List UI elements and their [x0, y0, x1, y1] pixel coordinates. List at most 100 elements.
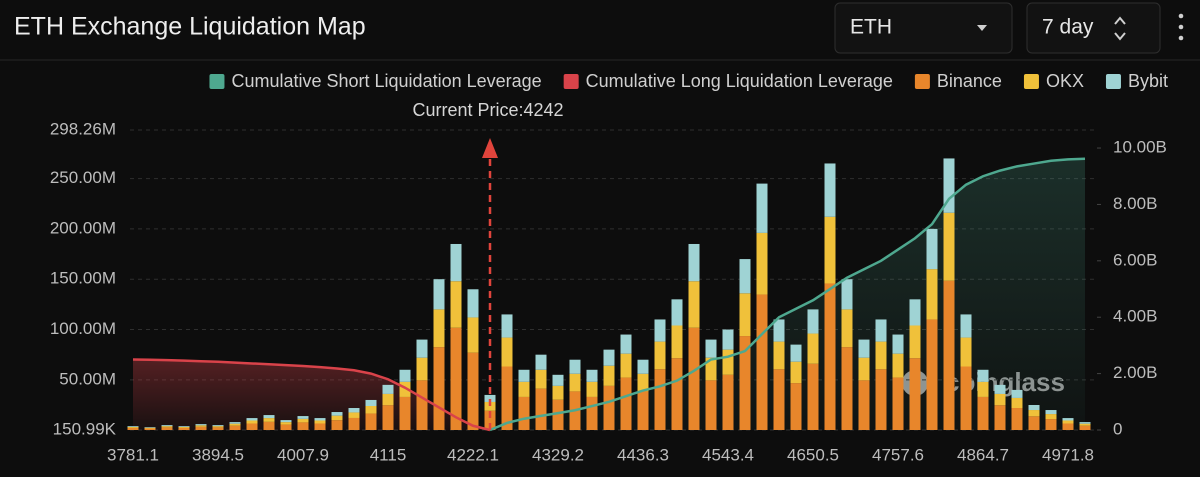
bar-segment: [348, 412, 360, 418]
bar-segment: [807, 333, 819, 364]
stepper-icon: [1114, 16, 1126, 41]
bar-segment: [518, 381, 530, 397]
bar-segment: [382, 405, 394, 430]
bar-segment: [960, 366, 972, 430]
bar-segment: [705, 380, 717, 430]
legend-swatch: [914, 74, 930, 89]
range-value: 7 day: [1042, 16, 1094, 39]
bar-segment: [416, 339, 428, 358]
bar-segment: [790, 383, 802, 430]
bar-segment: [127, 426, 139, 427]
bar-segment: [688, 327, 700, 430]
bar-segment: [348, 408, 360, 413]
bar-segment: [654, 341, 666, 370]
y2-tick-label: 4.00B: [1113, 307, 1157, 326]
bar-segment: [450, 243, 462, 282]
x-tick-label: 4971.8: [1042, 445, 1094, 464]
bar-segment: [722, 329, 734, 350]
bar-segment: [535, 354, 547, 370]
symbol-value: ETH: [850, 16, 892, 39]
bar-segment: [654, 319, 666, 342]
bar-segment: [161, 427, 173, 430]
legend-label: Binance: [937, 71, 1002, 91]
bar-segment: [331, 415, 343, 421]
bar-segment: [943, 158, 955, 213]
bar-segment: [1011, 389, 1023, 398]
y-tick-label: 100.00M: [50, 319, 116, 338]
bar-segment: [586, 369, 598, 382]
bar-segment: [433, 279, 445, 310]
bar-segment: [365, 405, 377, 414]
legend-swatch: [209, 74, 225, 89]
bar-segment: [688, 281, 700, 328]
bar-segment: [705, 357, 717, 381]
bar-segment: [1011, 397, 1023, 409]
x-tick-label: 4436.3: [617, 445, 669, 464]
x-tick-label: 4329.2: [532, 445, 584, 464]
more-menu[interactable]: [1178, 13, 1184, 41]
bar-segment: [314, 420, 326, 424]
bar-segment: [603, 385, 615, 430]
bar-segment: [518, 396, 530, 430]
bar-segment: [127, 426, 139, 428]
bar-segment: [535, 369, 547, 389]
bar-segment: [280, 422, 292, 425]
y-tick-label: 250.00M: [50, 168, 116, 187]
bar-segment: [722, 349, 734, 375]
bar-segment: [229, 423, 241, 426]
bar-segment: [450, 327, 462, 430]
bar-segment: [297, 416, 309, 419]
bar-segment: [552, 385, 564, 400]
y2-tick-label: 6.00B: [1113, 250, 1157, 269]
x-tick-label: 4007.9: [277, 445, 329, 464]
bar-segment: [994, 384, 1006, 394]
bar-segment: [297, 418, 309, 423]
bar-segment: [637, 373, 649, 392]
y2-tick-label: 0: [1113, 419, 1122, 438]
bar-segment: [314, 423, 326, 430]
bar-segment: [331, 420, 343, 430]
bar-segment: [654, 369, 666, 430]
bar-segment: [501, 314, 513, 338]
range-select[interactable]: [1026, 2, 1161, 54]
bar-segment: [858, 339, 870, 358]
current-price-arrow: [482, 138, 498, 158]
bar-segment: [144, 427, 156, 428]
bar-segment: [263, 415, 275, 419]
bar-segment: [467, 317, 479, 353]
bar-segment: [552, 399, 564, 430]
y-tick-label: 200.00M: [50, 218, 116, 237]
bar-segment: [416, 357, 428, 381]
bar-segment: [739, 259, 751, 294]
y-tick-label: 298.26M: [50, 119, 116, 138]
bar-segment: [501, 337, 513, 367]
bar-segment: [263, 418, 275, 422]
bar-segment: [433, 309, 445, 348]
bar-segment: [790, 361, 802, 384]
bar-segment: [297, 422, 309, 430]
bar-segment: [552, 374, 564, 386]
legend-swatch: [1105, 74, 1121, 89]
bar-segment: [212, 426, 224, 428]
bar-segment: [382, 384, 394, 394]
dropdown-caret: [977, 25, 987, 31]
bar-segment: [229, 425, 241, 430]
bar-segment: [246, 420, 258, 424]
x-tick-label: 4864.7: [957, 445, 1009, 464]
cumulative-line: [489, 157, 1086, 432]
chart-title: ETH Exchange Liquidation Map: [14, 13, 366, 41]
bar-segment: [722, 374, 734, 430]
bar-segment: [212, 427, 224, 430]
bar-segment: [195, 424, 207, 426]
symbol-select[interactable]: [834, 2, 1013, 54]
bar-segment: [212, 425, 224, 427]
x-tick-label: 3894.5: [192, 445, 244, 464]
bar-segment: [892, 353, 904, 378]
bar-segment: [484, 394, 496, 402]
bar-segment: [824, 163, 836, 217]
bar-segment: [824, 283, 836, 430]
legend-label: Cumulative Long Liquidation Leverage: [586, 71, 893, 91]
bar-segment: [586, 396, 598, 430]
y-tick-label: 150.00M: [50, 269, 116, 288]
